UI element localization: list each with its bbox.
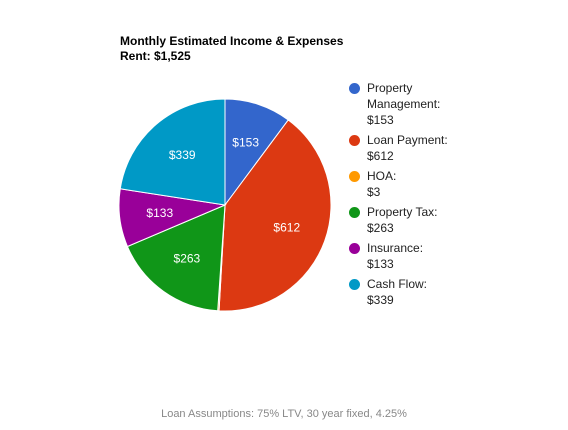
pie-slice-label-5: $339 <box>169 148 196 162</box>
legend-label-2: HOA: <box>367 169 397 183</box>
pie-slice-label-0: $153 <box>232 136 259 150</box>
legend-item-4[interactable]: Insurance: $133 <box>349 240 499 272</box>
chart-subtitle: Rent: $1,525 <box>120 49 191 63</box>
legend-item-3[interactable]: Property Tax: $263 <box>349 204 499 236</box>
pie-slice-1[interactable] <box>218 119 332 312</box>
legend-swatch-1 <box>349 135 360 146</box>
legend-value-2: $3 <box>367 185 381 199</box>
pie-chart: $153 $612 $263 $133 $339 <box>118 98 332 312</box>
chart-legend: Property Management: $153 Loan Payment: $61… <box>349 80 499 312</box>
legend-value-0: $153 <box>367 113 394 127</box>
loan-assumptions-note: Loan Assumptions: 75% LTV, 30 year fixed… <box>161 408 407 420</box>
pie-slice-label-3: $263 <box>174 252 201 266</box>
legend-label-1: Loan Payment: <box>367 133 448 147</box>
pie-slice-label-4: $133 <box>146 206 173 220</box>
legend-label-0: Property Management: <box>367 81 441 111</box>
legend-item-5[interactable]: Cash Flow: $339 <box>349 276 499 308</box>
legend-value-5: $339 <box>367 293 394 307</box>
legend-label-3: Property Tax: <box>367 205 438 219</box>
chart-title-block: Monthly Estimated Income & Expenses Rent… <box>120 34 343 64</box>
legend-swatch-5 <box>349 279 360 290</box>
legend-item-2[interactable]: HOA: $3 <box>349 168 499 200</box>
legend-value-4: $133 <box>367 257 394 271</box>
legend-swatch-2 <box>349 171 360 182</box>
chart-title: Monthly Estimated Income & Expenses <box>120 34 344 48</box>
legend-swatch-0 <box>349 83 360 94</box>
pie-slice-label-1: $612 <box>273 220 300 234</box>
legend-swatch-3 <box>349 207 360 218</box>
legend-label-4: Insurance: <box>367 241 424 255</box>
legend-value-3: $263 <box>367 221 394 235</box>
legend-item-0[interactable]: Property Management: $153 <box>349 80 499 128</box>
pie-slice-5[interactable] <box>119 98 226 206</box>
pie-slice-3[interactable] <box>126 204 226 312</box>
legend-value-1: $612 <box>367 149 394 163</box>
legend-item-1[interactable]: Loan Payment: $612 <box>349 132 499 164</box>
legend-swatch-4 <box>349 243 360 254</box>
legend-label-5: Cash Flow: <box>367 277 428 291</box>
